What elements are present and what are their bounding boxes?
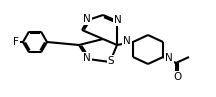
Text: O: O (173, 72, 181, 82)
Text: N: N (114, 15, 122, 25)
Text: F: F (13, 37, 19, 47)
Text: N: N (83, 53, 91, 63)
Text: N: N (123, 36, 131, 46)
Text: N: N (165, 53, 173, 63)
Text: N: N (83, 14, 91, 24)
Text: S: S (108, 56, 114, 66)
